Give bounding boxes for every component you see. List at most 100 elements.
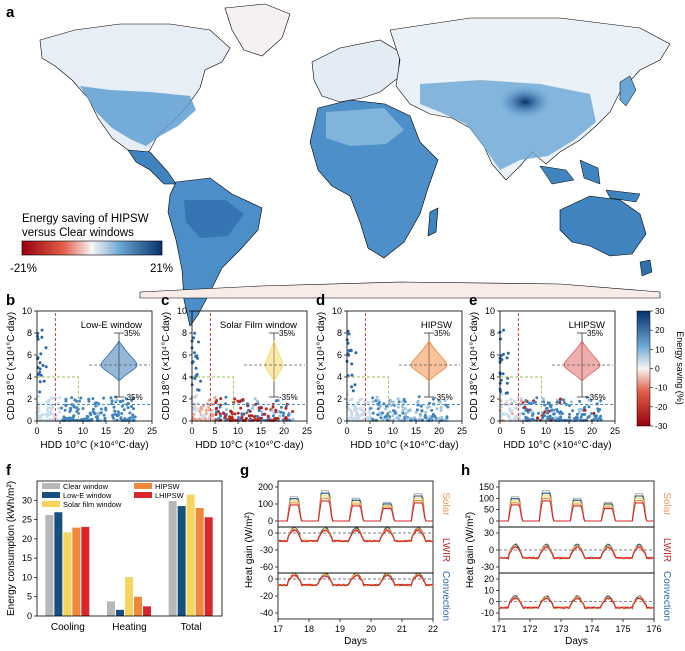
scatter-point [508,407,512,411]
x-tick-label: 15 [101,426,111,436]
y-tick-label: 2 [490,394,495,404]
scatter-point [505,400,509,403]
scatter-point [204,417,207,421]
scatter-point [113,412,117,416]
x-tick-label: 19 [335,624,345,634]
scatter-point [263,418,267,422]
axes-frame [499,310,616,422]
scatter-point [63,408,67,412]
greenland-shape [224,3,291,57]
scatter-point [412,416,416,419]
bar-total [177,506,186,616]
scatter-point [582,413,586,416]
series-line [498,597,655,610]
scatter-point [111,415,115,419]
scatter-point [224,395,228,399]
scatter-point [126,406,130,410]
scatter-point [403,400,407,404]
y-tick-label: 0 [268,574,273,584]
scatter-point [44,365,48,369]
x-tick-label: 173 [553,624,568,634]
scatter-point [401,409,405,412]
violin-body [100,340,138,382]
scatter-point [196,407,200,411]
scatter-point [102,396,106,400]
y-tick-label: 0 [489,516,494,526]
scatter-point [445,415,449,419]
y-tick-label: 0 [268,516,273,526]
scatter-point [248,409,252,413]
scatter-point [414,410,418,414]
x-tick-label: 20 [434,426,444,436]
violin-bottom-label: -35% [587,393,606,402]
scatter-panel-d: d 0 5 10 15 20 25 0 2 4 6 8 10 HDD 10°C (×10⁴°C·day) C… [316,292,467,451]
scatter-point [130,398,134,402]
x-tick-label: 0 [344,426,349,436]
x-axis-label: Days [344,636,367,647]
x-tick-label: 5 [520,426,525,436]
colorbar-tick-label: 30 [655,306,665,316]
scatter-point [197,388,201,392]
scatter-point [515,416,519,420]
scatter-point [196,356,199,360]
scatter-point [210,412,214,416]
scatter-point [397,400,401,404]
scatter-point [568,412,571,416]
scatter-point [446,405,450,409]
series-line [278,492,433,522]
scatter-point [583,408,587,412]
scatter-point [218,405,222,409]
scatter-point [584,418,587,422]
x-tick-label: 21 [397,624,407,634]
series-line [278,529,434,543]
y-tick-label: -60 [260,562,273,572]
violin-top-label: 35% [279,329,295,338]
scatter-point [361,408,365,412]
y-tick-label: 0 [490,416,495,426]
scatter-point [519,396,523,400]
x-tick-label: 5 [367,426,372,436]
scatter-point [367,417,371,421]
y-tick-label: 6 [490,350,495,360]
scatter-point [542,400,546,404]
scatter-point [524,399,528,402]
scatter-point [403,407,407,411]
scatter-point [81,407,85,410]
y-tick-label: 20 [484,574,494,584]
scatter-point [132,407,135,411]
series-line [277,573,434,587]
scatter-point [431,412,435,416]
scatter-point [116,410,120,414]
scatter-point [233,418,237,422]
scatter-point [238,418,242,422]
y-tick-label: 50 [484,505,494,515]
scatter-point [388,418,392,422]
scatter-point [247,414,251,418]
scatter-point [389,399,393,403]
scatter-point [225,408,229,411]
panel-label-d: d [316,292,325,309]
scatter-point [357,414,361,417]
panel-f-bar-chart: Cooling Heating Total 0 5 10 15 20 25 30 Energy co… [6,480,223,633]
y-tick-label: 4 [490,372,495,382]
scatter-point [72,414,76,418]
scatter-point [110,399,114,403]
series-line [278,495,433,522]
y-tick-label: -30 [481,562,494,572]
bar-heating [134,596,142,616]
scatter-point [45,400,49,404]
scatter-point [559,415,563,419]
scatter-point [431,397,435,401]
scatter-point [512,399,516,403]
y-tick-label: 10 [22,306,32,316]
scatter-point [508,409,512,413]
scatter-point [58,410,62,414]
scatter-point [363,400,367,404]
x-axis-label: HDD 10°C (×10⁴°C·day) [195,440,303,451]
scatter-point [424,410,428,414]
scatter-point [198,417,202,421]
madagascar-shape [427,207,439,237]
y-tick-label: 8 [490,328,495,338]
